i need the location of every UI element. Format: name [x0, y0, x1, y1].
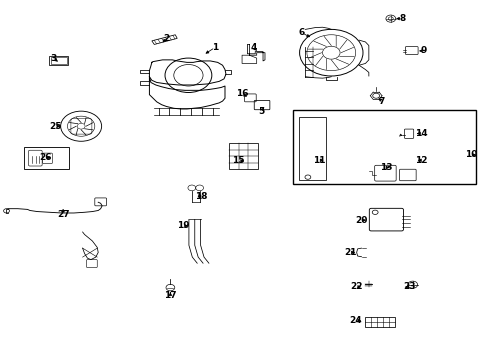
- Bar: [49, 56, 68, 65]
- Text: 24: 24: [348, 316, 361, 325]
- Text: 20: 20: [355, 216, 367, 225]
- Text: 26: 26: [39, 153, 52, 162]
- Bar: [365, 317, 394, 327]
- Text: 1: 1: [212, 43, 218, 52]
- Text: 7: 7: [378, 96, 385, 105]
- Text: 23: 23: [402, 282, 415, 291]
- Bar: [51, 57, 66, 64]
- Bar: [293, 110, 475, 184]
- Text: 6: 6: [298, 28, 305, 37]
- Text: 5: 5: [258, 107, 264, 116]
- Bar: [228, 143, 258, 169]
- Text: 15: 15: [232, 157, 244, 166]
- Text: 11: 11: [312, 156, 325, 165]
- Text: 25: 25: [49, 122, 61, 131]
- Text: 12: 12: [414, 156, 427, 165]
- Text: 4: 4: [249, 43, 256, 52]
- Text: 3: 3: [50, 54, 57, 63]
- Text: 21: 21: [344, 248, 356, 257]
- Bar: [24, 147, 69, 168]
- Bar: [299, 117, 325, 180]
- Text: 17: 17: [164, 291, 176, 300]
- Text: 22: 22: [350, 282, 362, 291]
- Text: 14: 14: [414, 129, 427, 138]
- Text: 2: 2: [163, 34, 169, 43]
- Text: 27: 27: [57, 210, 69, 219]
- Text: 16: 16: [236, 89, 248, 98]
- Text: 10: 10: [464, 150, 476, 159]
- Text: 8: 8: [399, 14, 405, 23]
- Text: 9: 9: [420, 46, 426, 55]
- Text: 19: 19: [177, 221, 189, 230]
- Text: 13: 13: [379, 163, 391, 172]
- Text: 18: 18: [195, 192, 207, 201]
